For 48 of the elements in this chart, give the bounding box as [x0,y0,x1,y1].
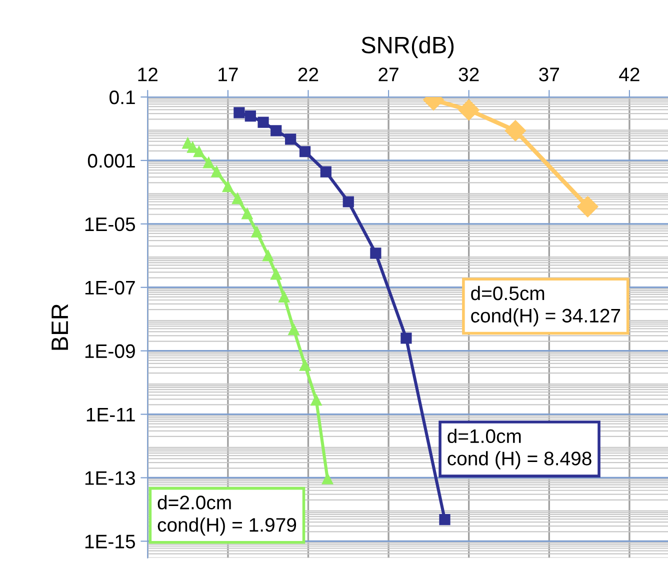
point [234,107,245,118]
point [310,394,322,406]
point [400,332,412,344]
point [244,110,256,122]
point [242,208,253,220]
point [299,360,311,371]
x-tick-label: 12 [138,68,158,82]
point [504,120,526,142]
point [211,166,222,178]
x-tick-label: 37 [539,68,559,82]
y-tick-label: 1E-05 [85,217,136,232]
point [342,196,354,208]
y-tick-label: 0.1 [110,90,135,104]
x-tick-label: 17 [218,68,238,82]
series-label: d=1.0cm cond (H) = 8.498 [448,428,592,470]
point [320,166,332,178]
point [258,116,269,128]
point [577,196,598,218]
point [458,99,480,120]
point [193,146,205,158]
y-tick-label: 1E-15 [85,534,136,548]
point [278,291,290,302]
point [439,514,450,526]
series-label: d=2.0cm cond(H) = 1.979 [158,495,296,536]
x-tick-label: 27 [378,68,398,82]
y-tick-label: 1E-07 [85,280,135,295]
point [288,324,300,336]
point [203,157,214,168]
point [251,226,262,238]
y-tick-label: 0.001 [88,154,135,168]
y-tick-label: 1E-13 [85,471,135,485]
x-axis-title: SNR(dB) [362,36,454,58]
point [285,134,296,145]
text: d=0.5cm cond(H) = 34.127 [471,286,620,326]
y-axis-title: BER [52,304,68,350]
point [322,473,334,484]
point [370,248,382,259]
y-tick-label: 1E-11 [86,408,135,422]
point [299,146,311,158]
point [222,181,234,192]
y-tick-label: 1E-09 [85,344,135,358]
point [270,125,282,136]
x-tick-label: 42 [619,68,640,82]
point [270,268,282,280]
point [232,193,244,204]
x-tick-label: 32 [458,68,479,82]
x-tick-label: 22 [298,68,318,82]
point [262,250,274,262]
